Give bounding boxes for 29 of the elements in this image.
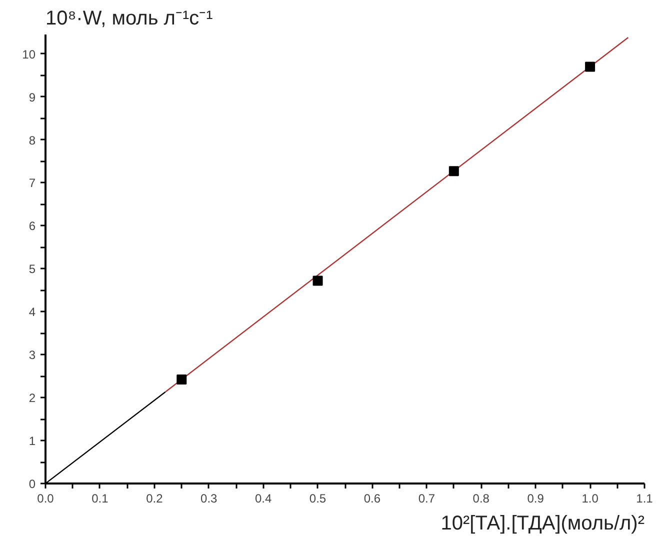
y-tick-label: 9 [28, 90, 36, 104]
y-tick-label: 8 [28, 133, 36, 148]
y-tick-label: 10 [22, 47, 36, 62]
x-tick-label: 0.5 [309, 492, 326, 506]
x-tick-label: 0.0 [37, 492, 54, 506]
x-tick-label: 0.7 [418, 492, 436, 506]
y-tick-label: 7 [28, 176, 36, 190]
point [585, 62, 596, 72]
y-tick-label: 3 [28, 348, 36, 362]
y-tick-label: 5 [28, 262, 36, 276]
x-tick-label: 1.0 [582, 492, 599, 506]
x-tick-label: 0.2 [146, 492, 164, 506]
x-tick-label: 0.1 [92, 492, 109, 506]
x-axis-title: 10²[ТА].[ТДА](моль/л)² [440, 512, 645, 534]
y-tick-label: 0 [28, 477, 36, 491]
x-tick-label: 0.9 [527, 492, 544, 506]
point [312, 276, 323, 286]
point [448, 166, 459, 176]
y-tick-label: 4 [28, 305, 36, 320]
y-tick-label: 1 [28, 434, 36, 448]
x-tick-label: 0.8 [472, 492, 490, 506]
y-tick-label: 2 [28, 391, 36, 406]
x-tick-label: 0.4 [254, 492, 272, 506]
x-tick-label: 0.3 [200, 492, 218, 506]
x-tick-label: 1.1 [636, 492, 654, 506]
point [176, 374, 187, 385]
y-tick-label: 6 [28, 219, 36, 234]
x-tick-label: 0.6 [364, 492, 381, 506]
y-axis-title: 10⁸·W, моль л⁻¹с⁻¹ [46, 8, 214, 30]
